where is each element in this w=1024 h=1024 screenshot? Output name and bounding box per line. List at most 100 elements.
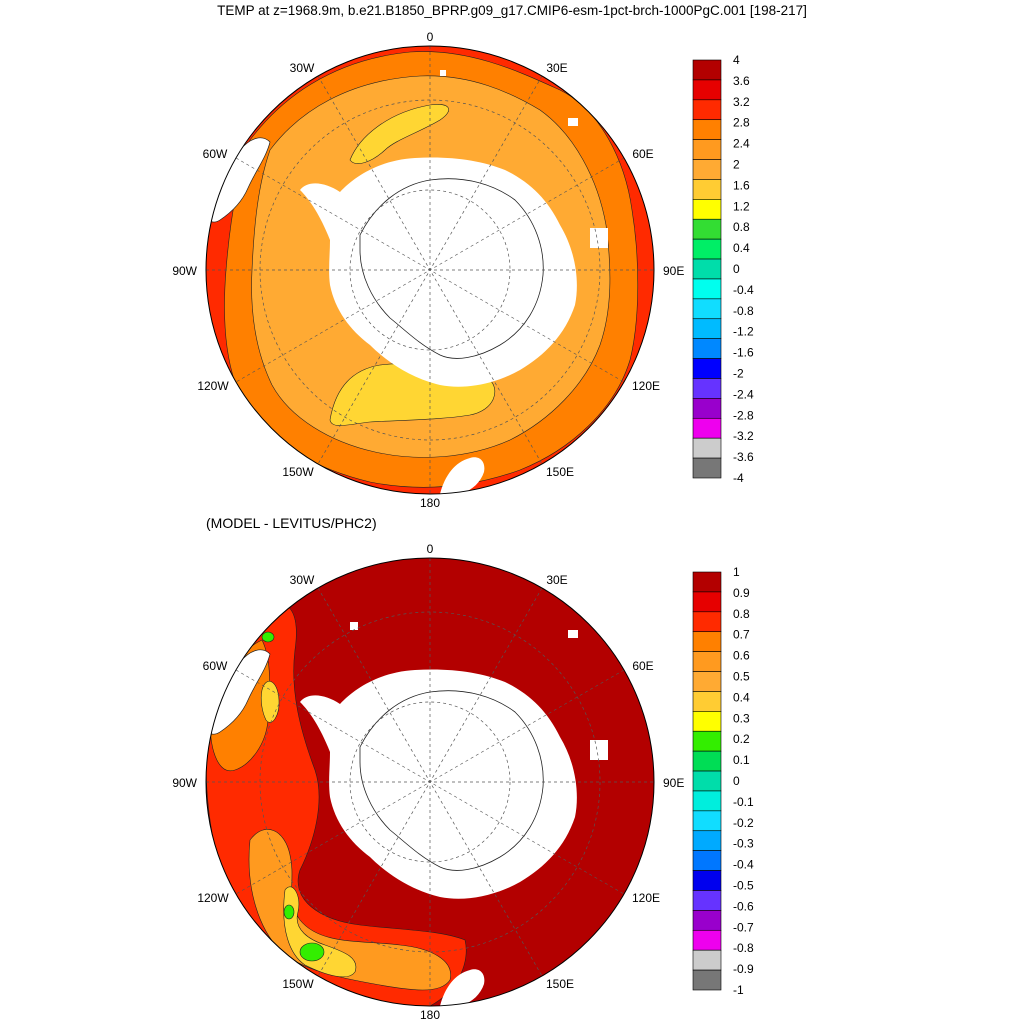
bottom-lon-label-90e: 90E: [663, 776, 684, 790]
top-colorbar-label: 4: [733, 53, 740, 67]
plot-subtitle: (MODEL - LEVITUS/PHC2): [206, 515, 377, 531]
bottom-lon-label-60w: 60W: [203, 659, 228, 673]
bottom-colorbar-swatch: [692, 750, 722, 772]
top-lon-label-60w: 60W: [203, 147, 228, 161]
top-lon-label-90w: 90W: [172, 264, 197, 278]
bottom-colorbar: 1 0.9 0.8 0.7 0.6 0.5 0.4 0.3 0.2 0.1 0 -0.1 -0.2 -0.…: [692, 565, 754, 997]
top-map-graticule: [206, 46, 654, 494]
bottom-map-green-anomaly: [299, 942, 325, 962]
bottom-colorbar-swatch: [692, 730, 722, 752]
bottom-colorbar-label: 0.3: [733, 711, 750, 725]
top-colorbar-swatch: [692, 358, 722, 379]
bottom-colorbar-swatch: [692, 870, 722, 891]
top-lon-label-30w: 30W: [290, 61, 315, 75]
top-colorbar-swatch: [692, 119, 722, 140]
top-map-border: [205, 45, 655, 495]
bottom-colorbar-swatch: [692, 691, 722, 712]
bottom-colorbar-label: 0: [733, 774, 740, 788]
bottom-map-green-anomaly: [283, 904, 295, 920]
bottom-colorbar-label: -0.7: [733, 920, 754, 934]
bottom-lon-label-0: 0: [427, 542, 434, 556]
top-colorbar-swatch: [692, 298, 722, 320]
top-colorbar-label: -3.6: [733, 450, 754, 464]
top-colorbar-label: 3.2: [733, 95, 750, 109]
top-map-antarctica: [300, 157, 577, 387]
top-colorbar-label: -2: [733, 367, 744, 381]
top-colorbar-label: 2: [733, 158, 740, 172]
top-colorbar-label: 2.4: [733, 137, 750, 151]
top-colorbar-swatch: [692, 99, 722, 121]
bottom-lon-label-30w: 30W: [290, 573, 315, 587]
bottom-colorbar-label: -0.9: [733, 962, 754, 976]
bottom-map-green-anomaly: [261, 631, 275, 643]
bottom-colorbar-label: -0.3: [733, 837, 754, 851]
bottom-colorbar-swatch: [692, 671, 722, 692]
bottom-lon-label-120e: 120E: [632, 891, 660, 905]
top-colorbar-swatch: [692, 199, 722, 220]
top-colorbar-label: 0.4: [733, 241, 750, 255]
bottom-colorbar-swatch: [692, 929, 722, 951]
bottom-colorbar-swatch: [692, 651, 722, 672]
bottom-map-yellow-anomaly-north: [260, 681, 280, 723]
top-colorbar-swatch: [692, 278, 722, 300]
top-lon-label-180: 180: [420, 496, 440, 510]
bottom-colorbar-swatch: [692, 850, 722, 871]
bottom-lon-label-120w: 120W: [197, 891, 229, 905]
top-colorbar-label: -2.8: [733, 408, 754, 422]
top-colorbar-swatch: [692, 139, 722, 160]
bottom-map-antarctica: [300, 669, 577, 899]
top-colorbar-label: 0.8: [733, 220, 750, 234]
top-lon-label-120w: 120W: [197, 379, 229, 393]
bottom-colorbar-label: 0.5: [733, 670, 750, 684]
top-colorbar-swatch: [692, 378, 722, 399]
top-lon-label-60e: 60E: [632, 147, 653, 161]
top-map-antarctic-coastline: [359, 178, 544, 359]
top-colorbar-label: -2.4: [733, 387, 754, 401]
top-colorbar-label: -4: [733, 471, 744, 485]
bottom-map-antarctic-coastline: [359, 690, 544, 871]
bottom-map-island: [590, 740, 608, 760]
bottom-lon-label-150w: 150W: [282, 977, 314, 991]
bottom-lon-label-30e: 30E: [546, 573, 567, 587]
top-colorbar-swatch: [692, 417, 722, 439]
top-lon-label-150w: 150W: [282, 465, 314, 479]
bottom-colorbar-swatch: [692, 571, 722, 593]
top-colorbar-label: 0: [733, 262, 740, 276]
top-lon-label-120e: 120E: [632, 379, 660, 393]
bottom-lon-label-180: 180: [420, 1008, 440, 1022]
bottom-map-island: [568, 630, 578, 638]
bottom-colorbar-swatch: [692, 711, 722, 732]
top-map-island: [440, 70, 446, 76]
top-map: 0 180 90W 90E 30W 30E 60W 60E 120W 120E …: [172, 30, 684, 510]
top-colorbar-swatch: [692, 457, 722, 479]
bottom-colorbar-label: 0.1: [733, 753, 750, 767]
bottom-lon-label-150e: 150E: [546, 977, 574, 991]
top-lon-label-150e: 150E: [546, 465, 574, 479]
bottom-colorbar-swatch: [692, 611, 722, 633]
bottom-colorbar-label: -0.1: [733, 795, 754, 809]
top-colorbar-label: 3.6: [733, 74, 750, 88]
bottom-colorbar-swatch: [692, 830, 722, 851]
bottom-colorbar-label: 0.2: [733, 732, 750, 746]
bottom-colorbar-label: 0.8: [733, 607, 750, 621]
top-colorbar-swatch: [692, 398, 722, 419]
top-map-island: [568, 118, 578, 126]
bottom-colorbar-swatch: [692, 969, 722, 991]
bottom-colorbar-label: 0.7: [733, 628, 750, 642]
top-colorbar-swatch: [692, 437, 722, 459]
bottom-map-island: [350, 622, 358, 630]
top-colorbar-swatch: [692, 79, 722, 101]
bottom-colorbar-swatch: [692, 949, 722, 971]
bottom-lon-label-60e: 60E: [632, 659, 653, 673]
bottom-lon-label-90w: 90W: [172, 776, 197, 790]
bottom-colorbar-swatch: [692, 910, 722, 931]
top-lon-label-0: 0: [427, 30, 434, 44]
bottom-colorbar-swatch: [692, 790, 722, 812]
bottom-colorbar-swatch: [692, 631, 722, 652]
top-colorbar-label: -3.2: [733, 429, 754, 443]
top-map-new-zealand: [440, 457, 485, 494]
top-lon-label-30e: 30E: [546, 61, 567, 75]
bottom-map-graticule: [206, 558, 654, 1006]
top-colorbar-swatch: [692, 179, 722, 200]
plot-title: TEMP at z=1968.9m, b.e21.B1850_BPRP.g09_…: [217, 3, 807, 18]
